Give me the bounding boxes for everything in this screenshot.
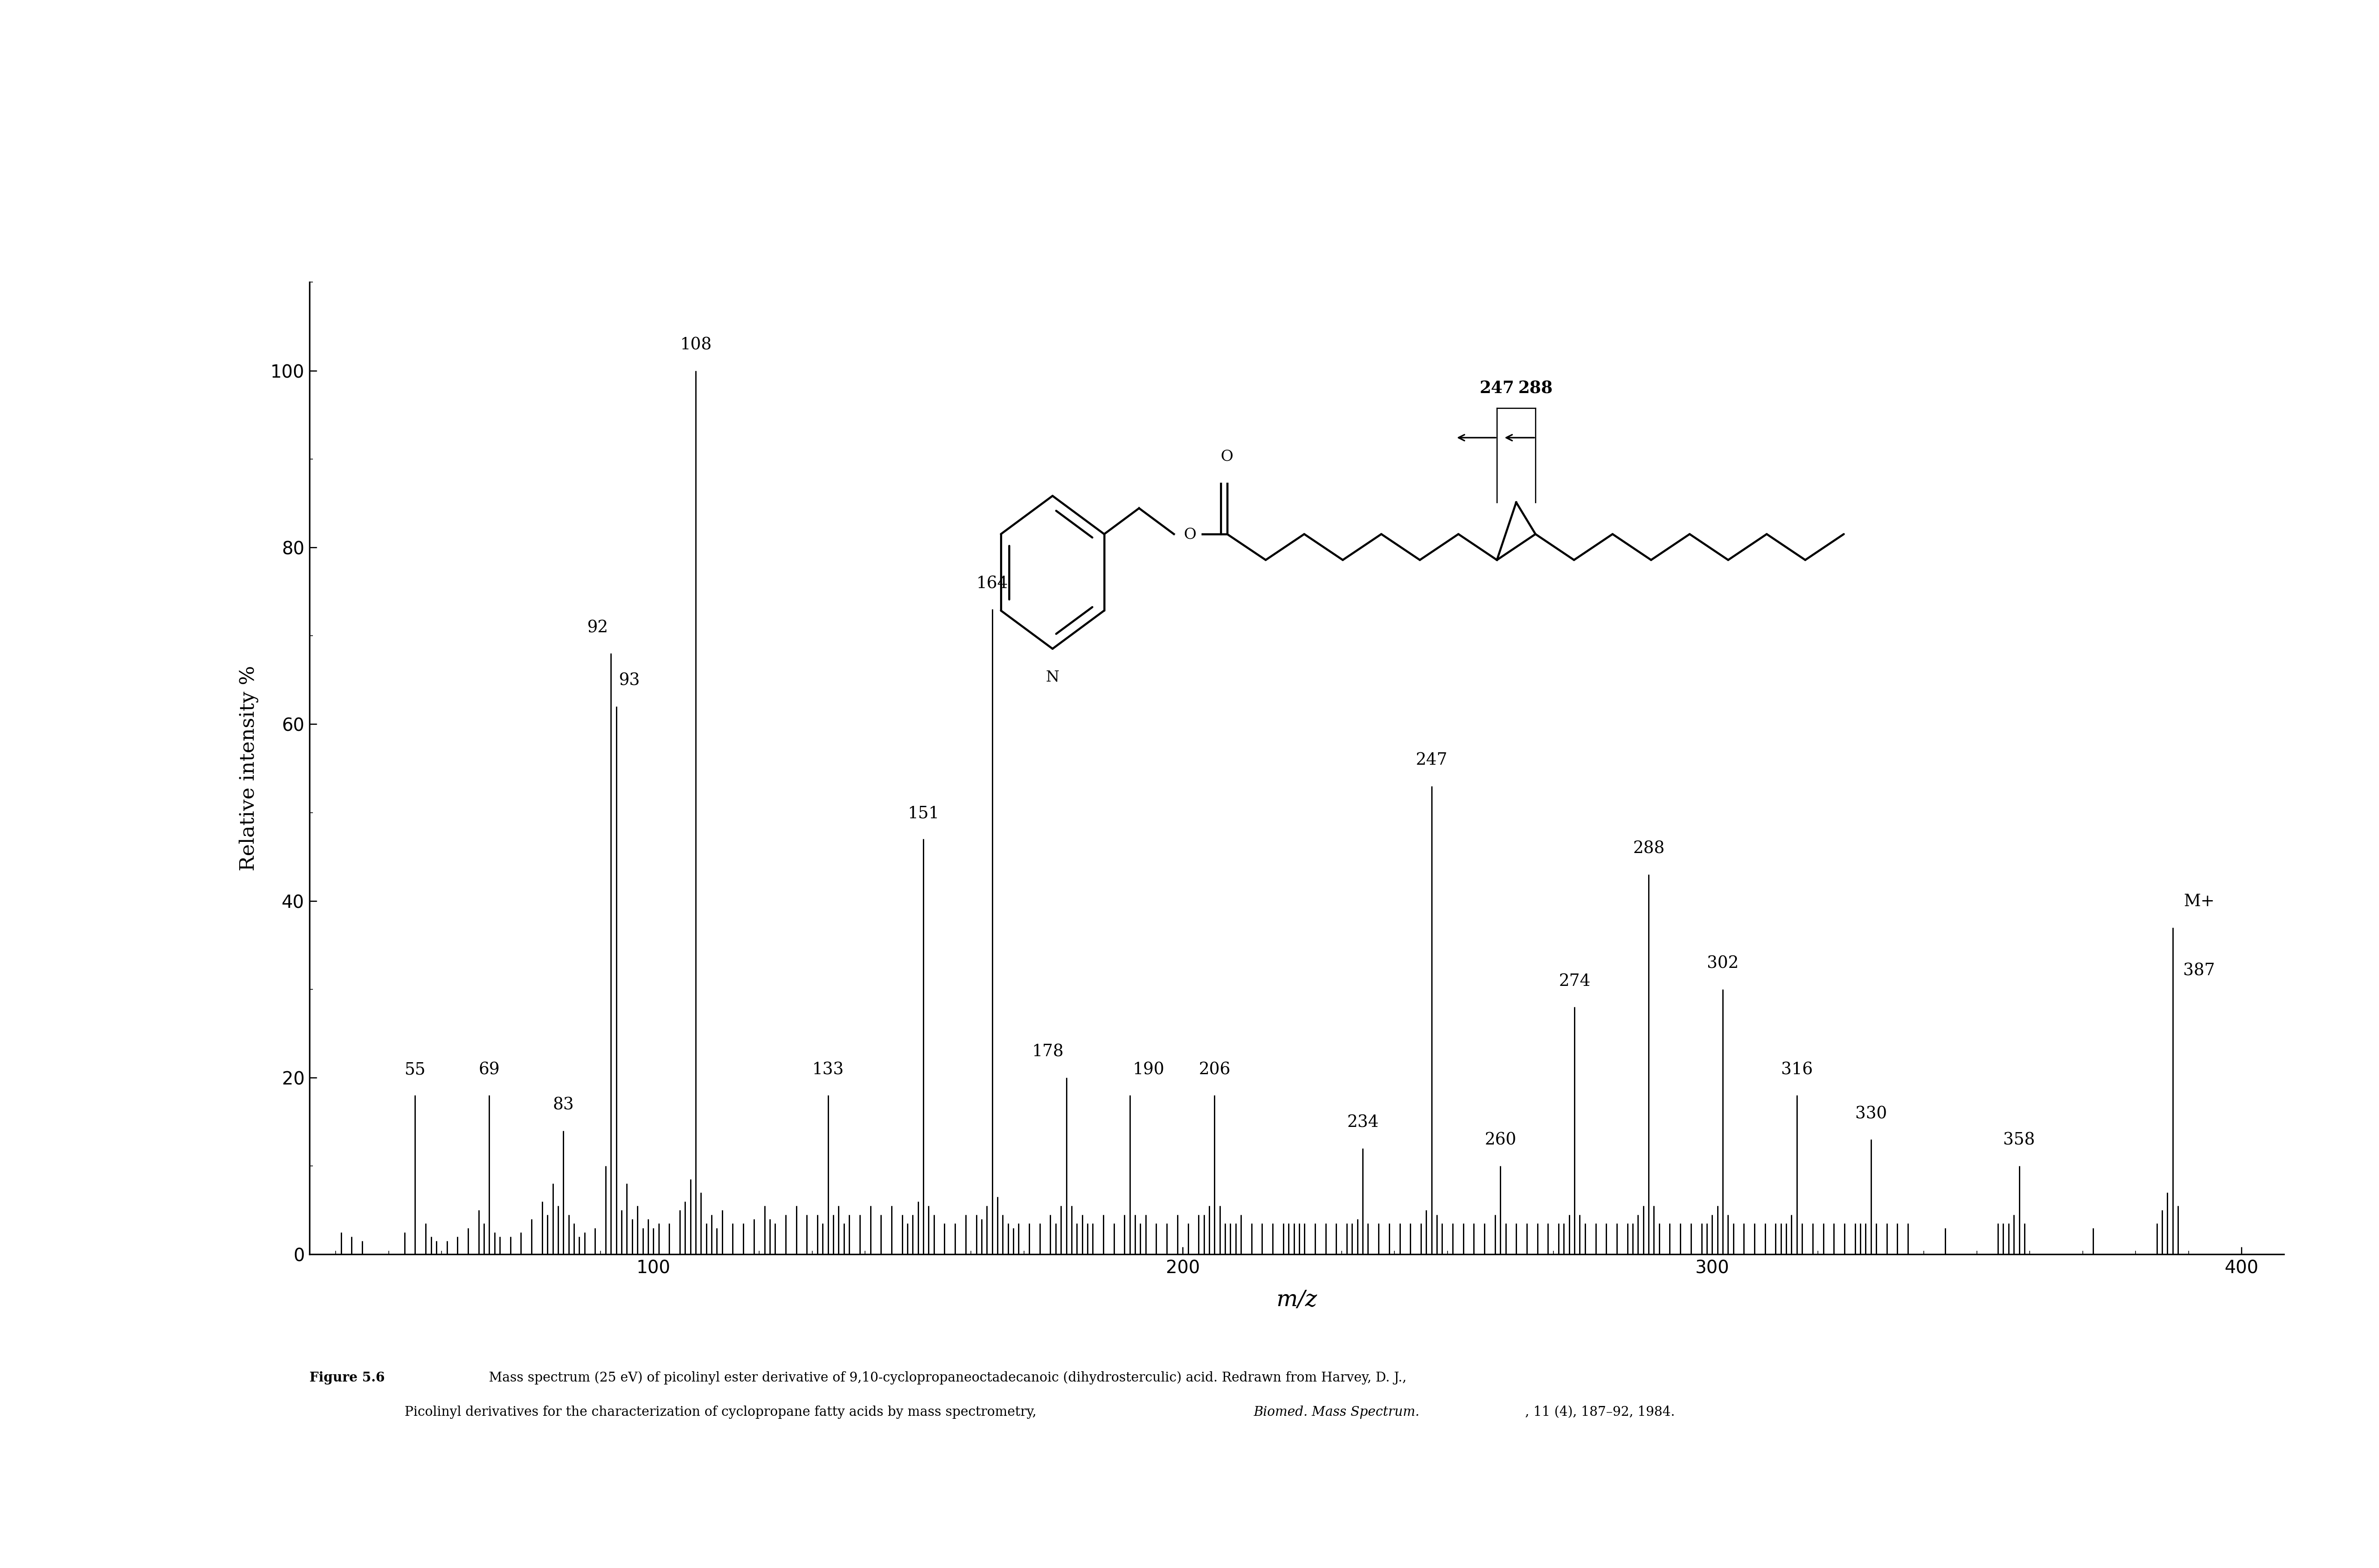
Text: 234: 234: [1347, 1115, 1380, 1131]
Text: 108: 108: [680, 337, 711, 353]
Text: 247: 247: [1416, 753, 1446, 768]
Text: 164: 164: [975, 575, 1009, 591]
Text: 316: 316: [1782, 1062, 1813, 1077]
Text: 55: 55: [404, 1062, 426, 1077]
Text: Figure 5.6: Figure 5.6: [309, 1372, 385, 1385]
Text: 151: 151: [906, 806, 940, 822]
Text: , 11 (4), 187–92, 1984.: , 11 (4), 187–92, 1984.: [1525, 1406, 1675, 1419]
Text: 83: 83: [552, 1098, 573, 1113]
Text: 247: 247: [1480, 379, 1515, 397]
Text: 358: 358: [2003, 1132, 2034, 1148]
Text: 274: 274: [1558, 974, 1592, 989]
Text: 260: 260: [1484, 1132, 1515, 1148]
Text: 206: 206: [1199, 1062, 1230, 1077]
Text: 302: 302: [1706, 956, 1739, 972]
Text: 93: 93: [619, 673, 640, 688]
X-axis label: m/z: m/z: [1275, 1289, 1318, 1311]
Text: 330: 330: [1856, 1105, 1887, 1121]
Text: 133: 133: [811, 1062, 845, 1077]
Text: Biomed. Mass Spectrum.: Biomed. Mass Spectrum.: [1254, 1406, 1420, 1419]
Text: Mass spectrum (25 eV) of picolinyl ester derivative of 9,10-cyclopropaneoctadeca: Mass spectrum (25 eV) of picolinyl ester…: [481, 1370, 1406, 1385]
Text: M+: M+: [2184, 894, 2215, 909]
Text: 387: 387: [2184, 963, 2215, 978]
Text: O: O: [1220, 448, 1232, 464]
Text: N: N: [1047, 670, 1059, 685]
Text: 288: 288: [1518, 379, 1553, 397]
Y-axis label: Relative intensity %: Relative intensity %: [238, 665, 259, 872]
Text: 69: 69: [478, 1062, 500, 1077]
Text: 190: 190: [1132, 1062, 1163, 1077]
Text: 288: 288: [1632, 840, 1665, 856]
Text: 178: 178: [1032, 1044, 1063, 1060]
Text: 92: 92: [588, 619, 609, 635]
Text: Picolinyl derivatives for the characterization of cyclopropane fatty acids by ma: Picolinyl derivatives for the characteri…: [404, 1406, 1040, 1419]
Text: O: O: [1185, 527, 1197, 541]
